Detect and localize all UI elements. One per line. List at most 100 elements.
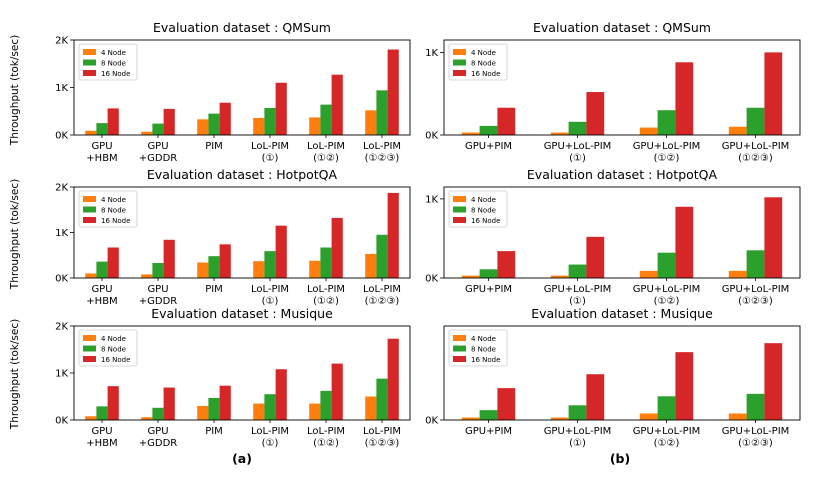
bar-8-node xyxy=(479,410,498,420)
bar-16-node xyxy=(387,338,399,420)
bar-8-node xyxy=(479,125,498,135)
x-tick-label: PIM xyxy=(205,426,223,437)
bar-8-node xyxy=(208,113,220,135)
legend-swatch xyxy=(453,335,466,341)
bar-4-node xyxy=(141,131,153,135)
bar-4-node xyxy=(365,253,377,278)
bar-16-node xyxy=(586,92,605,135)
legend-label: 16 Node xyxy=(101,217,130,225)
bar-16-node xyxy=(331,363,343,420)
bar-8-node xyxy=(152,123,164,135)
bar-8-node xyxy=(208,256,220,278)
x-tick-label: GPU+LoL-PIM xyxy=(633,284,701,295)
bar-8-node xyxy=(320,247,332,278)
x-tick-label: (①) xyxy=(262,296,279,307)
chart-b-hotpotqa: Evaluation dataset : HotpotQA 0K 1K GPU+PIM… xyxy=(425,167,801,307)
legend-label: 16 Node xyxy=(471,70,500,78)
y-tick-label: 0K xyxy=(425,416,438,427)
x-tick-label: (①②③) xyxy=(365,438,400,449)
bar-4-node xyxy=(197,262,209,278)
y-tick-label: 0K xyxy=(55,131,68,142)
bar-4-node xyxy=(461,132,480,135)
bar-8-node xyxy=(376,234,388,278)
bar-4-node xyxy=(728,270,747,278)
x-tick-label: LoL-PIM xyxy=(307,426,345,437)
legend-label: 4 Node xyxy=(101,335,126,343)
legend-label: 16 Node xyxy=(101,356,130,364)
x-tick-label: (①②③) xyxy=(738,438,773,449)
x-tick-label: GPU xyxy=(91,426,112,437)
chart-title: Evaluation dataset : Musique xyxy=(151,306,333,321)
x-tick-label: LoL-PIM xyxy=(363,426,401,437)
legend: 4 Node 8 Node 16 Node xyxy=(78,43,138,81)
bar-8-node xyxy=(320,104,332,135)
legend-swatch xyxy=(453,217,466,223)
legend-label: 4 Node xyxy=(471,196,496,204)
bar-4-node xyxy=(550,417,569,420)
bar-4-node xyxy=(309,117,321,135)
bar-8-node xyxy=(746,107,765,135)
chart-b-qmsum: Evaluation dataset : QMSum 0K 1K GPU+PIM GPU… xyxy=(425,20,801,164)
x-tick-label: (①) xyxy=(569,153,586,164)
panel-label-b: (b) xyxy=(610,451,630,466)
bar-16-node xyxy=(219,385,231,420)
bar-16-node xyxy=(497,107,516,135)
y-tick-label: 1K xyxy=(55,369,68,380)
x-tick-label: GPU+LoL-PIM xyxy=(544,284,612,295)
x-tick-label: GPU xyxy=(91,141,112,152)
x-tick-label: GPU+LoL-PIM xyxy=(633,141,701,152)
bar-16-node xyxy=(163,108,175,135)
legend: 4 Node 8 Node 16 Node xyxy=(78,190,138,228)
y-tick-label: 1K xyxy=(425,48,438,59)
bar-16-node xyxy=(219,102,231,135)
bar-8-node xyxy=(264,251,276,278)
bar-4-node xyxy=(85,130,97,135)
x-tick-label: GPU+LoL-PIM xyxy=(722,141,790,152)
legend-swatch xyxy=(83,206,96,213)
plot-frame xyxy=(443,325,801,421)
x-tick-label: +HBM xyxy=(86,438,117,449)
bar-4-node xyxy=(728,413,747,420)
legend-swatch xyxy=(83,335,96,341)
bar-4-node xyxy=(639,127,658,135)
x-tick-label: GPU+LoL-PIM xyxy=(544,141,612,152)
x-tick-label: +GDDR xyxy=(139,296,178,307)
bar-8-node xyxy=(96,406,108,420)
legend-label: 8 Node xyxy=(471,346,496,354)
legend: 4 Node 8 Node 16 Node xyxy=(448,190,508,228)
legend-swatch xyxy=(83,49,96,55)
x-tick-label: (①②③) xyxy=(738,296,773,307)
bar-4-node xyxy=(461,417,480,420)
x-tick-label: (①②③) xyxy=(365,296,400,307)
bar-8-node xyxy=(657,396,676,420)
plot-frame xyxy=(73,186,411,279)
y-tick-label: 1K xyxy=(55,83,68,94)
chart-title: Evaluation dataset : Musique xyxy=(531,306,713,321)
bar-4-node xyxy=(253,117,265,135)
bar-16-node xyxy=(275,369,287,420)
x-tick-label: GPU+LoL-PIM xyxy=(633,426,701,437)
bar-4-node xyxy=(728,126,747,135)
x-tick-label: +HBM xyxy=(86,296,117,307)
legend-label: 4 Node xyxy=(101,49,126,57)
x-tick-label: (①) xyxy=(262,153,279,164)
bar-8-node xyxy=(152,262,164,278)
bar-8-node xyxy=(568,264,587,278)
bar-4-node xyxy=(365,396,377,420)
bar-8-node xyxy=(657,110,676,135)
plot-frame xyxy=(73,39,411,136)
bar-16-node xyxy=(331,74,343,135)
ylabel-a-qmsum: Throughput (tok/sec) xyxy=(9,35,21,146)
x-tick-label: GPU xyxy=(91,284,112,295)
bar-8-node xyxy=(264,107,276,135)
bar-16-node xyxy=(675,206,694,278)
x-tick-label: LoL-PIM xyxy=(363,284,401,295)
chart-a-musique: Evaluation dataset : Musique0K1K2KGPU+HB… xyxy=(55,306,411,449)
x-tick-label: (①②) xyxy=(313,296,339,307)
y-tick-label: 2K xyxy=(55,322,68,333)
bar-16-node xyxy=(275,225,287,278)
x-tick-label: LoL-PIM xyxy=(251,284,289,295)
x-tick-label: +HBM xyxy=(86,153,117,164)
legend-swatch xyxy=(83,70,96,76)
bar-8-node xyxy=(320,390,332,420)
